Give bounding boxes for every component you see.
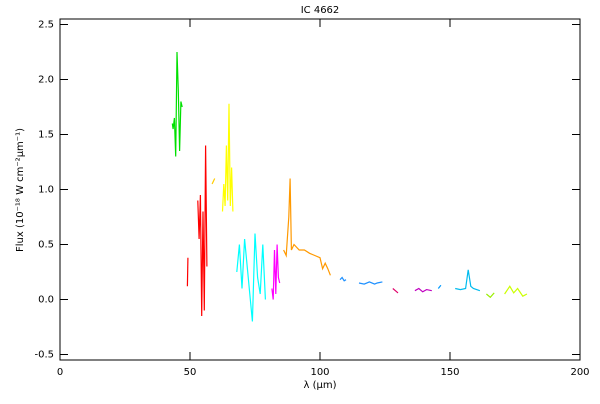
y-tick-label: 1.5 xyxy=(38,130,54,141)
y-tick-label: 0.0 xyxy=(38,295,54,306)
spectrum-segment xyxy=(486,292,495,299)
y-tick-label: 0.5 xyxy=(38,240,54,251)
spectrum-segment xyxy=(171,51,183,157)
spectrum-segment xyxy=(504,285,528,297)
spectrum-segment xyxy=(197,145,208,317)
x-tick-label: 0 xyxy=(57,367,63,378)
spectrum-segment xyxy=(455,269,481,292)
spectrum-segment xyxy=(283,178,331,276)
spectrum-segment xyxy=(221,103,234,212)
y-tick-label: 2.5 xyxy=(38,20,54,31)
chart-title: IC 4662 xyxy=(301,5,340,16)
y-tick-label: 1.0 xyxy=(38,185,54,196)
y-axis-label: Flux (10⁻¹⁸ W cm⁻²μm⁻¹) xyxy=(15,128,26,252)
spectrum-segment xyxy=(358,281,383,285)
spectrum-segment xyxy=(392,288,399,294)
spectrum-segment xyxy=(211,178,216,185)
x-tick-label: 150 xyxy=(440,367,459,378)
y-tick-label: 2.0 xyxy=(38,75,54,86)
y-tick-label: -0.5 xyxy=(34,350,54,361)
spectrum-segment xyxy=(271,244,281,300)
spectrum-segment xyxy=(236,233,266,322)
x-tick-label: 100 xyxy=(310,367,329,378)
spectrum-segment xyxy=(186,257,189,287)
spectrum-segment xyxy=(414,287,432,293)
x-tick-label: 50 xyxy=(184,367,197,378)
plot-frame xyxy=(59,18,581,361)
spectrum-segment xyxy=(437,284,442,289)
x-tick-label: 200 xyxy=(570,367,589,378)
x-axis-label: λ (μm) xyxy=(303,380,336,391)
spectrum-segment xyxy=(339,276,347,282)
